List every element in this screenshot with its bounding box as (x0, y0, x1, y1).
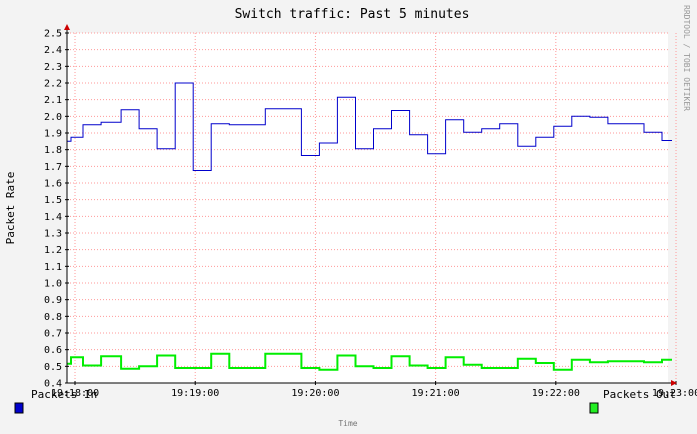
series-line-packets-in (67, 82, 672, 171)
chart-title: Switch traffic: Past 5 minutes (235, 7, 470, 22)
y-tick-label: 1.6 (44, 179, 62, 190)
y-tick-label: 1.3 (44, 229, 62, 240)
y-tick-label: 1.9 (44, 129, 62, 140)
y-tick-label: 2.0 (44, 112, 62, 123)
x-tick-label: 19:21:00 (412, 388, 460, 399)
y-tick-label: 2.1 (44, 95, 62, 106)
y-tick-label: 1.5 (44, 195, 62, 206)
x-axis-label: Time (338, 419, 357, 428)
x-axis-arrow (671, 380, 677, 386)
y-ticks: 0.4 0.5 0.6 0.7 0.8 0.9 1.0 1.1 1.2 1.3 1.4 1.5 1.6 1… (44, 29, 69, 390)
y-tick-label: 0.9 (44, 295, 62, 306)
legend-label-packets-out: Packets Out (603, 388, 676, 401)
x-tick-label: 19:20:00 (291, 388, 339, 399)
plot-area (67, 33, 668, 383)
y-tick-label: 2.5 (44, 29, 62, 40)
legend-label-packets-in: Packets In (31, 388, 97, 401)
y-tick-label: 2.2 (44, 79, 62, 90)
x-tick-label: 19:22:00 (532, 388, 580, 399)
legend-swatch-packets-out (589, 402, 599, 414)
y-tick-label: 0.4 (44, 379, 62, 390)
y-tick-label: 1.7 (44, 162, 62, 173)
series-lines (67, 82, 672, 371)
y-tick-label: 0.8 (44, 312, 62, 323)
legend-swatch-packets-in (14, 402, 24, 414)
x-tick-label: 19:19:00 (171, 388, 219, 399)
watermark: RRDTOOL / TOBI OETIKER (682, 5, 691, 111)
y-tick-label: 1.2 (44, 245, 62, 256)
y-tick-label: 1.4 (44, 212, 62, 223)
series-line-packets-out (67, 352, 672, 371)
y-tick-label: 1.0 (44, 279, 62, 290)
y-tick-label: 0.7 (44, 329, 62, 340)
y-axis-label: Packet Rate (4, 172, 17, 245)
y-tick-label: 2.4 (44, 45, 62, 56)
y-axis-arrow (64, 24, 70, 30)
y-tick-label: 1.8 (44, 145, 62, 156)
y-tick-label: 0.5 (44, 362, 62, 373)
x-tick-label: 19:23:00 (652, 388, 697, 399)
y-tick-label: 1.1 (44, 262, 62, 273)
y-tick-label: 0.6 (44, 345, 62, 356)
x-tick-label: 19:18:00 (51, 388, 99, 399)
axes (64, 24, 677, 386)
y-tick-label: 2.3 (44, 62, 62, 73)
grid (67, 32, 677, 383)
